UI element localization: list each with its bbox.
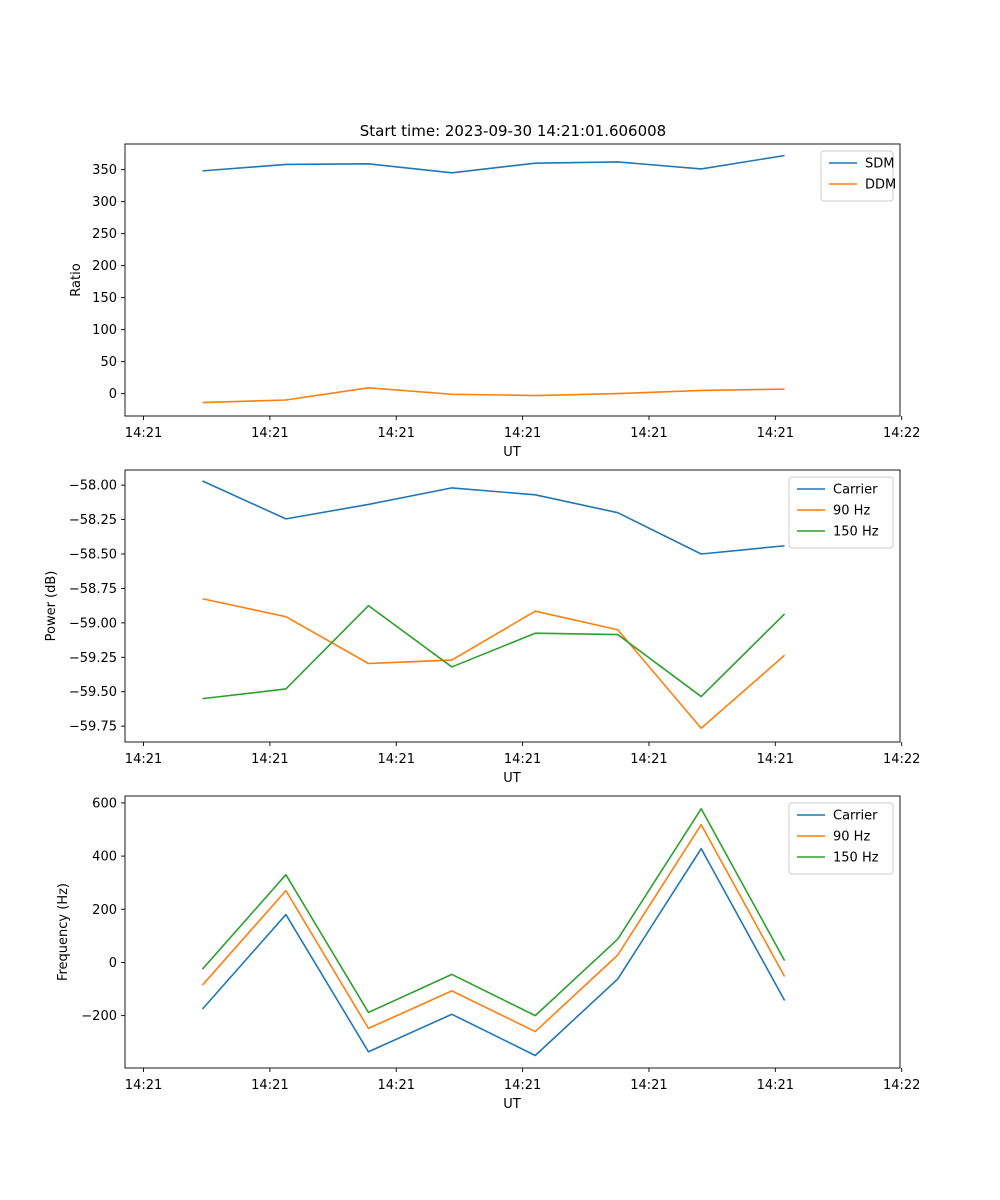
y-tick-label: −58.25 bbox=[69, 513, 117, 528]
y-tick-label: −59.00 bbox=[69, 616, 117, 631]
y-tick-label: −59.75 bbox=[69, 720, 117, 735]
y-tick-label: −200 bbox=[81, 1009, 117, 1024]
x-tick-label: 14:21 bbox=[504, 426, 541, 441]
y-tick-label: 150 bbox=[92, 291, 117, 306]
x-tick-label: 14:21 bbox=[378, 752, 415, 767]
x-tick-label: 14:21 bbox=[378, 1078, 415, 1093]
y-tick-label: 50 bbox=[100, 355, 117, 370]
legend-label: 150 Hz bbox=[833, 851, 879, 866]
legend-label: DDM bbox=[865, 178, 896, 193]
y-tick-label: 350 bbox=[92, 163, 117, 178]
y-axis-label: Power (dB) bbox=[44, 571, 59, 642]
legend: Carrier 90 Hz 150 Hz bbox=[788, 476, 894, 549]
x-tick-label: 14:21 bbox=[757, 752, 794, 767]
legend-label: Carrier bbox=[833, 809, 878, 824]
y-tick-label: 100 bbox=[92, 323, 117, 338]
x-tick-label: 14:21 bbox=[251, 752, 288, 767]
x-tick-label: 14:21 bbox=[378, 426, 415, 441]
axes-frame bbox=[124, 143, 901, 417]
series-line-150-hz bbox=[202, 604, 786, 700]
legend: Carrier 90 Hz 150 Hz bbox=[788, 802, 894, 875]
y-tick-label: 0 bbox=[109, 956, 117, 971]
x-tick-label: 14:21 bbox=[125, 426, 162, 441]
x-tick-label: 14:22 bbox=[883, 1078, 920, 1093]
x-axis-label: UT bbox=[503, 771, 521, 786]
figure-title: Start time: 2023-09-30 14:21:01.606008 bbox=[360, 122, 666, 140]
x-tick-label: 14:21 bbox=[504, 752, 541, 767]
x-tick-label: 14:21 bbox=[757, 426, 794, 441]
y-tick-label: −59.50 bbox=[69, 685, 117, 700]
x-tick-label: 14:21 bbox=[630, 752, 667, 767]
y-tick-label: −59.25 bbox=[69, 651, 117, 666]
x-tick-label: 14:21 bbox=[251, 1078, 288, 1093]
y-tick-label: −58.50 bbox=[69, 548, 117, 563]
x-tick-label: 14:21 bbox=[757, 1078, 794, 1093]
x-axis-label: UT bbox=[503, 445, 521, 460]
series-line-carrier bbox=[201, 847, 786, 1057]
series-line-sdm bbox=[202, 154, 785, 174]
chart-panel-3: 14:21 14:21 14:21 14:21 14:21 14:21 14:22 −200 0… bbox=[56, 795, 920, 1112]
x-tick-label: 14:21 bbox=[125, 752, 162, 767]
legend-label: 90 Hz bbox=[833, 830, 870, 845]
legend-label: 90 Hz bbox=[833, 504, 870, 519]
chart-panel-2: 14:21 14:21 14:21 14:21 14:21 14:21 14:22 −59.7… bbox=[44, 469, 920, 786]
legend: SDM DDM bbox=[820, 150, 896, 202]
series-line-90-hz bbox=[201, 823, 786, 1033]
x-tick-label: 14:21 bbox=[504, 1078, 541, 1093]
charts-container: 14:21 14:21 14:21 14:21 14:21 14:21 14:22 0 50 10… bbox=[44, 143, 920, 1112]
x-tick-label: 14:21 bbox=[630, 1078, 667, 1093]
legend-label: SDM bbox=[865, 157, 894, 172]
x-tick-label: 14:21 bbox=[125, 1078, 162, 1093]
y-tick-label: 200 bbox=[92, 903, 117, 918]
axes-frame bbox=[124, 795, 901, 1069]
series-line-carrier bbox=[202, 480, 785, 555]
x-tick-label: 14:21 bbox=[251, 426, 288, 441]
y-tick-label: −58.00 bbox=[69, 479, 117, 494]
y-tick-label: −58.75 bbox=[69, 582, 117, 597]
y-tick-label: 300 bbox=[92, 195, 117, 210]
axes-frame bbox=[124, 469, 901, 743]
y-axis-label: Frequency (Hz) bbox=[56, 883, 71, 981]
y-tick-label: 0 bbox=[109, 387, 117, 402]
x-axis-label: UT bbox=[503, 1097, 521, 1112]
legend-label: 150 Hz bbox=[833, 525, 879, 540]
series-line-ddm bbox=[202, 387, 785, 404]
x-tick-label: 14:21 bbox=[630, 426, 667, 441]
y-axis-label: Ratio bbox=[69, 263, 84, 296]
y-tick-label: 600 bbox=[92, 796, 117, 811]
chart-panel-1: 14:21 14:21 14:21 14:21 14:21 14:21 14:22 0 50 10… bbox=[69, 143, 920, 460]
x-tick-label: 14:22 bbox=[883, 752, 920, 767]
y-tick-label: 400 bbox=[92, 850, 117, 865]
series-line-150-hz bbox=[201, 807, 786, 1017]
series-line-90-hz bbox=[202, 597, 786, 730]
legend-label: Carrier bbox=[833, 483, 878, 498]
x-tick-label: 14:22 bbox=[883, 426, 920, 441]
y-tick-label: 200 bbox=[92, 259, 117, 274]
y-tick-label: 250 bbox=[92, 227, 117, 242]
